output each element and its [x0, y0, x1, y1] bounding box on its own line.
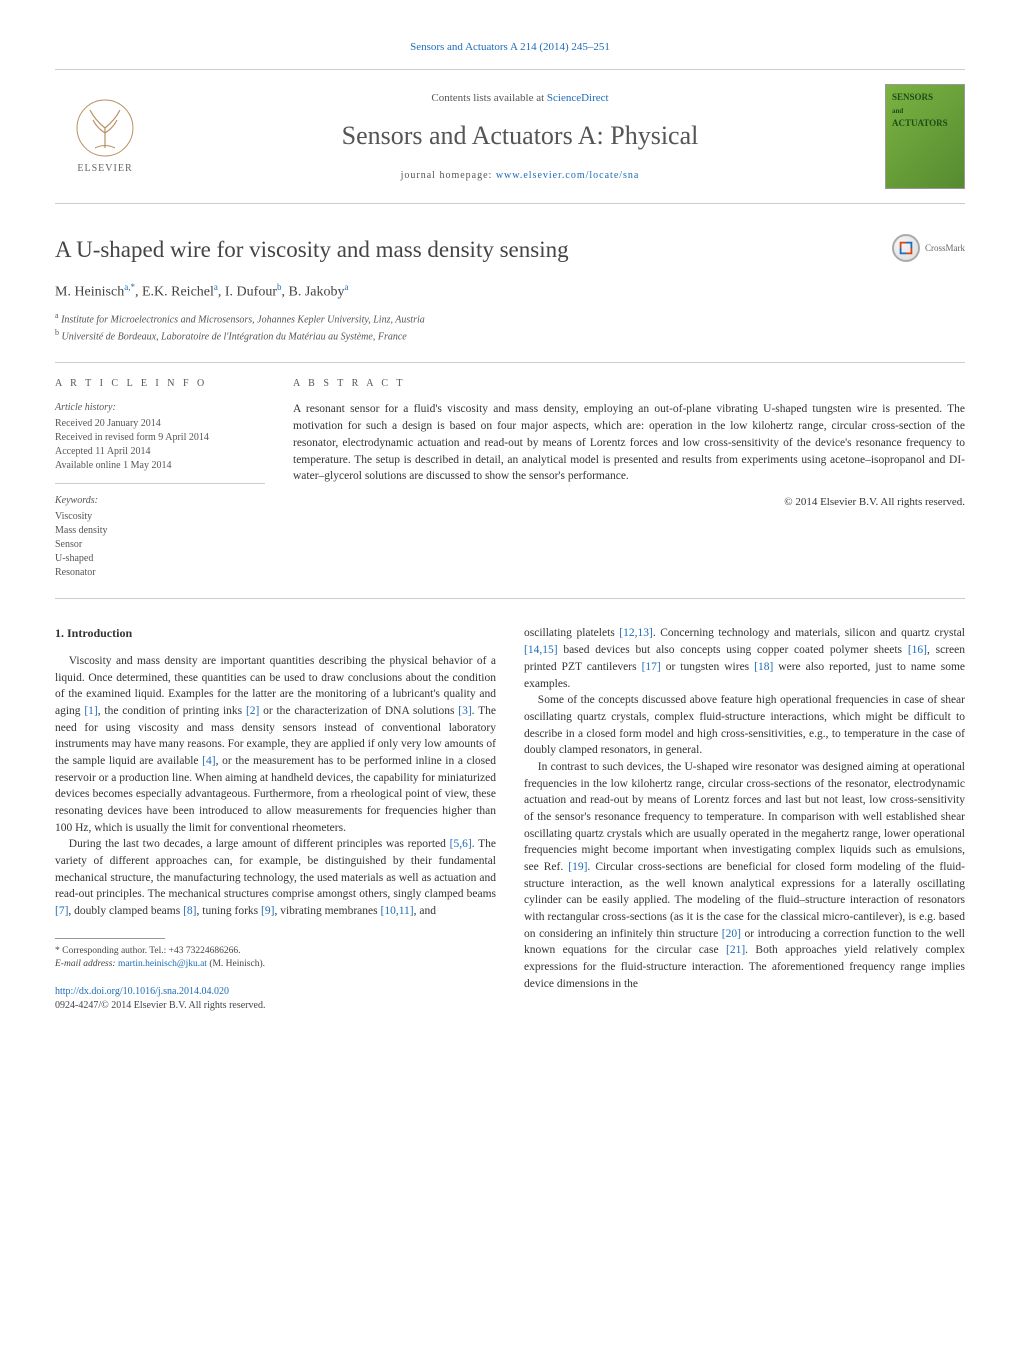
cover-word-1: SENSORS: [892, 92, 933, 102]
ref-12-13[interactable]: [12,13]: [619, 627, 653, 639]
affil-b: Université de Bordeaux, Laboratoire de l…: [59, 331, 407, 342]
corr-author-line: * Corresponding author. Tel.: +43 732246…: [55, 945, 496, 958]
intro-para-1: Viscosity and mass density are important…: [55, 653, 496, 836]
ref-1[interactable]: [1]: [84, 705, 97, 717]
author-1-affil: a,*: [124, 282, 135, 292]
ref-16[interactable]: [16]: [908, 644, 927, 656]
contents-prefix: Contents lists available at: [431, 92, 546, 104]
keyword-5: Resonator: [55, 566, 265, 580]
journal-homepage-link[interactable]: www.elsevier.com/locate/sna: [496, 170, 640, 181]
author-1: M. Heinisch: [55, 284, 124, 299]
author-2: , E.K. Reichel: [135, 284, 214, 299]
doi-link[interactable]: http://dx.doi.org/10.1016/j.sna.2014.04.…: [55, 986, 229, 997]
affiliations: a Institute for Microelectronics and Mic…: [55, 310, 965, 345]
author-4: , B. Jakoby: [282, 284, 345, 299]
article-info-heading: A R T I C L E I N F O: [55, 377, 265, 391]
ref-10-11[interactable]: [10,11]: [380, 905, 413, 917]
cover-word-2: ACTUATORS: [892, 118, 948, 128]
abstract-heading: A B S T R A C T: [293, 377, 965, 391]
article-info-column: A R T I C L E I N F O Article history: R…: [55, 377, 265, 580]
journal-name: Sensors and Actuators A: Physical: [155, 118, 885, 154]
ref-17[interactable]: [17]: [642, 661, 661, 673]
footnote-separator: [55, 938, 165, 939]
ref-5-6[interactable]: [5,6]: [450, 838, 472, 850]
history-label: Article history:: [55, 401, 265, 415]
keyword-3: Sensor: [55, 538, 265, 552]
ref-9[interactable]: [9]: [261, 905, 274, 917]
online-date: Available online 1 May 2014: [55, 459, 265, 473]
elsevier-tree-icon: [75, 98, 135, 158]
ref-20[interactable]: [20]: [722, 928, 741, 940]
ref-8[interactable]: [8]: [183, 905, 196, 917]
received-date: Received 20 January 2014: [55, 417, 265, 431]
keywords-label: Keywords:: [55, 494, 265, 508]
ref-3[interactable]: [3]: [458, 705, 471, 717]
affil-a: Institute for Microelectronics and Micro…: [59, 314, 425, 325]
ref-21[interactable]: [21]: [726, 944, 745, 956]
keyword-4: U-shaped: [55, 552, 265, 566]
issn-copyright: 0924-4247/© 2014 Elsevier B.V. All right…: [55, 1000, 265, 1011]
intro-para-2: During the last two decades, a large amo…: [55, 836, 496, 919]
right-para-3: In contrast to such devices, the U-shape…: [524, 759, 965, 992]
journal-cover-thumbnail: SENSORS and ACTUATORS: [885, 84, 965, 189]
body-two-column: 1. Introduction Viscosity and mass densi…: [55, 625, 965, 1013]
author-3: , I. Dufour: [218, 284, 277, 299]
running-header-citation: Sensors and Actuators A 214 (2014) 245–2…: [55, 40, 965, 55]
crossmark-label: CrossMark: [925, 242, 965, 255]
ref-18[interactable]: [18]: [754, 661, 773, 673]
right-para-1: oscillating platelets [12,13]. Concernin…: [524, 625, 965, 692]
keyword-1: Viscosity: [55, 510, 265, 524]
crossmark-icon: [892, 234, 920, 262]
author-4-affil: a: [345, 282, 349, 292]
body-column-right: oscillating platelets [12,13]. Concernin…: [524, 625, 965, 1013]
revised-date: Received in revised form 9 April 2014: [55, 431, 265, 445]
ref-7[interactable]: [7]: [55, 905, 68, 917]
doi-block: http://dx.doi.org/10.1016/j.sna.2014.04.…: [55, 985, 496, 1013]
publisher-name: ELSEVIER: [77, 162, 132, 176]
homepage-line: journal homepage: www.elsevier.com/locat…: [155, 169, 885, 183]
keyword-2: Mass density: [55, 524, 265, 538]
sciencedirect-link[interactable]: ScienceDirect: [547, 92, 609, 104]
email-label: E-mail address:: [55, 959, 118, 969]
section-1-heading: 1. Introduction: [55, 625, 496, 642]
right-para-2: Some of the concepts discussed above fea…: [524, 692, 965, 759]
author-list: M. Heinischa,*, E.K. Reichel a , I. Dufour…: [55, 281, 965, 302]
article-title: A U-shaped wire for viscosity and mass d…: [55, 234, 892, 266]
ref-4[interactable]: [4]: [202, 755, 215, 767]
abstract-text: A resonant sensor for a fluid's viscosit…: [293, 401, 965, 484]
corr-email-link[interactable]: martin.heinisch@jku.at: [118, 959, 207, 969]
ref-14-15[interactable]: [14,15]: [524, 644, 558, 656]
ref-2[interactable]: [2]: [246, 705, 259, 717]
journal-banner: ELSEVIER Contents lists available at Sci…: [55, 69, 965, 204]
cover-and: and: [892, 107, 903, 115]
abstract-column: A B S T R A C T A resonant sensor for a …: [293, 377, 965, 580]
contents-line: Contents lists available at ScienceDirec…: [155, 91, 885, 106]
ref-19[interactable]: [19]: [568, 861, 587, 873]
abstract-copyright: © 2014 Elsevier B.V. All rights reserved…: [293, 495, 965, 510]
accepted-date: Accepted 11 April 2014: [55, 445, 265, 459]
body-column-left: 1. Introduction Viscosity and mass densi…: [55, 625, 496, 1013]
crossmark-badge[interactable]: CrossMark: [892, 234, 965, 262]
homepage-prefix: journal homepage:: [401, 170, 496, 181]
email-suffix: (M. Heinisch).: [207, 959, 265, 969]
publisher-logo: ELSEVIER: [55, 98, 155, 176]
corresponding-author-footnote: * Corresponding author. Tel.: +43 732246…: [55, 945, 496, 972]
